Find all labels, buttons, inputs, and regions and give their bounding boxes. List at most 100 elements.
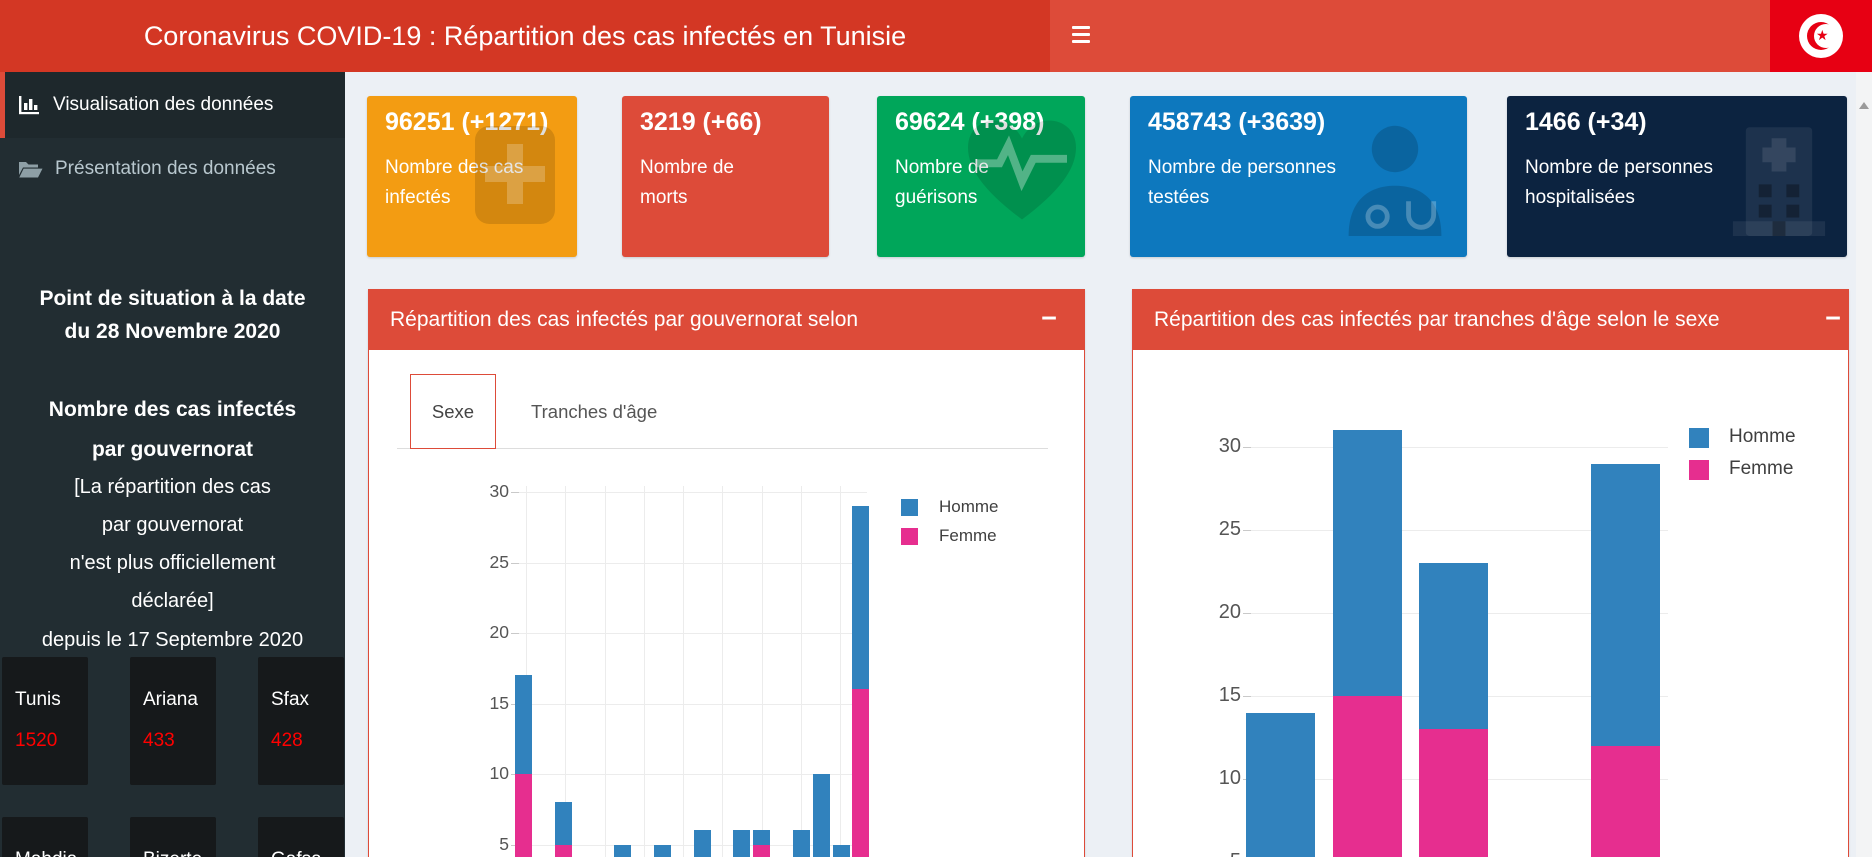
legend-swatch-homme[interactable] bbox=[901, 499, 918, 516]
tile-name: Sfax bbox=[271, 689, 310, 710]
panel-tranches-age-header: Répartition des cas infectés par tranche… bbox=[1132, 289, 1849, 350]
gridline-vertical bbox=[683, 486, 684, 857]
gridline-vertical bbox=[762, 486, 763, 857]
axis-tick bbox=[1243, 696, 1251, 697]
governorate-tile: Bizerte231 bbox=[130, 817, 216, 857]
axis-tick-label: 25 bbox=[489, 551, 509, 572]
hospital-icon bbox=[1732, 127, 1826, 236]
gridline-horizontal bbox=[519, 633, 867, 634]
bar-homme-segment bbox=[833, 844, 850, 857]
gridline-vertical bbox=[644, 486, 645, 857]
legend-label-femme[interactable]: Femme bbox=[1729, 458, 1794, 479]
bar-chart-icon bbox=[19, 95, 39, 114]
axis-tick-label: 10 bbox=[1218, 766, 1241, 789]
since-date-text: depuis le 17 Septembre 2020 bbox=[41, 629, 304, 651]
heartbeat-icon bbox=[968, 120, 1076, 220]
stat-card-value: 458743 (+3639) bbox=[1148, 108, 1326, 136]
bar-femme-segment bbox=[555, 844, 572, 857]
stat-card-2: 69624 (+398) Nombre de guérisons bbox=[877, 96, 1085, 257]
app-title: Coronavirus COVID-19 : Répartition des c… bbox=[143, 21, 907, 51]
gridline-vertical bbox=[801, 486, 802, 857]
tile-name: Mahdia bbox=[15, 849, 77, 857]
tab-separator bbox=[397, 448, 1048, 449]
chart-sexe-par-tranche-age: 5 10 15 20 25 30 Homme Femme bbox=[1133, 290, 1848, 857]
legend-label-homme[interactable]: Homme bbox=[939, 497, 999, 516]
stat-card-label: Nombre des cas infectés bbox=[385, 157, 523, 208]
gridline-horizontal bbox=[519, 703, 867, 705]
vertical-scrollbar[interactable] bbox=[1856, 72, 1872, 857]
axis-tick bbox=[511, 633, 519, 634]
legend-label-homme[interactable]: Homme bbox=[1729, 426, 1796, 447]
bar-homme-segment bbox=[654, 844, 671, 857]
stat-card-value: 1466 (+34) bbox=[1525, 108, 1647, 136]
stat-card-value: 96251 (+1271) bbox=[385, 108, 549, 136]
gridline-horizontal bbox=[1251, 447, 1668, 448]
collapse-button[interactable]: − bbox=[1825, 303, 1841, 333]
tile-value: 428 bbox=[271, 730, 303, 751]
sidebar-item-presentation[interactable]: Présentation des données bbox=[0, 138, 345, 200]
tile-name: Bizerte bbox=[143, 849, 202, 857]
tile-name: Gafsa bbox=[271, 849, 322, 857]
flag-crescent-cut bbox=[1814, 24, 1838, 48]
governorate-tile: Mahdia115 bbox=[2, 817, 88, 857]
bar-femme-segment bbox=[753, 844, 770, 857]
bar-homme-segment bbox=[694, 830, 711, 857]
axis-tick-label: 15 bbox=[1218, 683, 1241, 706]
bar-femme-segment bbox=[852, 689, 869, 857]
stat-card-label: Nombre de personnes hospitalisées bbox=[1525, 157, 1713, 208]
panel-governorat-header: Répartition des cas infectés par gouvern… bbox=[368, 289, 1085, 350]
tunisia-flag-icon: ★ bbox=[1770, 0, 1872, 72]
bar-femme-segment bbox=[1591, 745, 1660, 857]
tile-value: 433 bbox=[143, 730, 175, 751]
sidebar-item-visualisation[interactable]: Visualisation des données bbox=[0, 72, 345, 138]
axis-tick-label: 15 bbox=[489, 692, 509, 713]
navbar: Coronavirus COVID-19 : Répartition des c… bbox=[0, 0, 1872, 72]
flag-star-icon: ★ bbox=[1816, 27, 1829, 43]
legend-swatch-homme[interactable] bbox=[1689, 428, 1709, 448]
axis-tick bbox=[511, 492, 519, 493]
panel-governorat: Répartition des cas infectés par gouvern… bbox=[368, 289, 1085, 857]
stat-card-1: 3219 (+66) Nombre de morts bbox=[622, 96, 829, 257]
stat-card-value: 3219 (+66) bbox=[640, 108, 762, 136]
gridline-horizontal bbox=[519, 492, 867, 493]
axis-tick-label: 10 bbox=[489, 763, 509, 784]
folder-icon bbox=[19, 161, 43, 177]
legend-swatch-femme[interactable] bbox=[1689, 460, 1709, 480]
bar-homme-segment bbox=[733, 830, 750, 857]
axis-tick-label: 5 bbox=[1133, 850, 1241, 857]
situation-date-heading: Point de situation à la date du 28 Novem… bbox=[39, 287, 306, 343]
collapse-button[interactable]: − bbox=[1041, 303, 1057, 333]
stat-card-0: 96251 (+1271) Nombre des cas infectés bbox=[367, 96, 577, 257]
panel-title: Répartition des cas infectés par tranche… bbox=[1154, 308, 1720, 331]
axis-tick bbox=[1243, 447, 1251, 448]
sidebar-item-label: Visualisation des données bbox=[53, 94, 274, 115]
governorate-note: [La répartition des cas par gouvernorat … bbox=[69, 476, 276, 612]
stat-card-label: Nombre de personnes testées bbox=[1148, 157, 1336, 208]
axis-tick bbox=[511, 562, 519, 564]
governorate-tile: Sfax 428 bbox=[258, 657, 344, 785]
tab-tranches-age[interactable]: Tranches d'âge bbox=[531, 401, 658, 422]
bar-femme-segment bbox=[515, 774, 532, 857]
gridline-vertical bbox=[722, 486, 723, 857]
stat-card-3: 458743 (+3639) Nombre de personnes testée… bbox=[1130, 96, 1467, 257]
legend-label-femme[interactable]: Femme bbox=[939, 526, 997, 545]
bar-homme-segment bbox=[614, 844, 631, 857]
gridline-horizontal bbox=[519, 844, 867, 846]
tile-value: 1520 bbox=[15, 730, 58, 751]
hamburger-icon[interactable] bbox=[1072, 26, 1092, 46]
tile-name: Tunis bbox=[15, 689, 61, 710]
gridline-vertical bbox=[840, 486, 841, 857]
gridline-horizontal bbox=[519, 562, 867, 564]
governorate-tile: Tunis 1520 bbox=[2, 657, 88, 785]
bar-homme-segment bbox=[1246, 712, 1315, 857]
axis-tick bbox=[1243, 530, 1251, 531]
axis-tick-label: 25 bbox=[1218, 517, 1241, 540]
stat-card-label: Nombre de guérisons bbox=[895, 157, 989, 208]
stat-card-value: 69624 (+398) bbox=[895, 108, 1045, 136]
tab-sexe[interactable]: Sexe bbox=[410, 374, 496, 449]
gridline-vertical bbox=[605, 486, 606, 857]
tile-name: Ariana bbox=[143, 689, 198, 710]
navbar-brand: Coronavirus COVID-19 : Répartition des c… bbox=[0, 0, 1050, 72]
legend-swatch-femme[interactable] bbox=[901, 528, 918, 545]
bar-femme-segment bbox=[1419, 729, 1488, 857]
